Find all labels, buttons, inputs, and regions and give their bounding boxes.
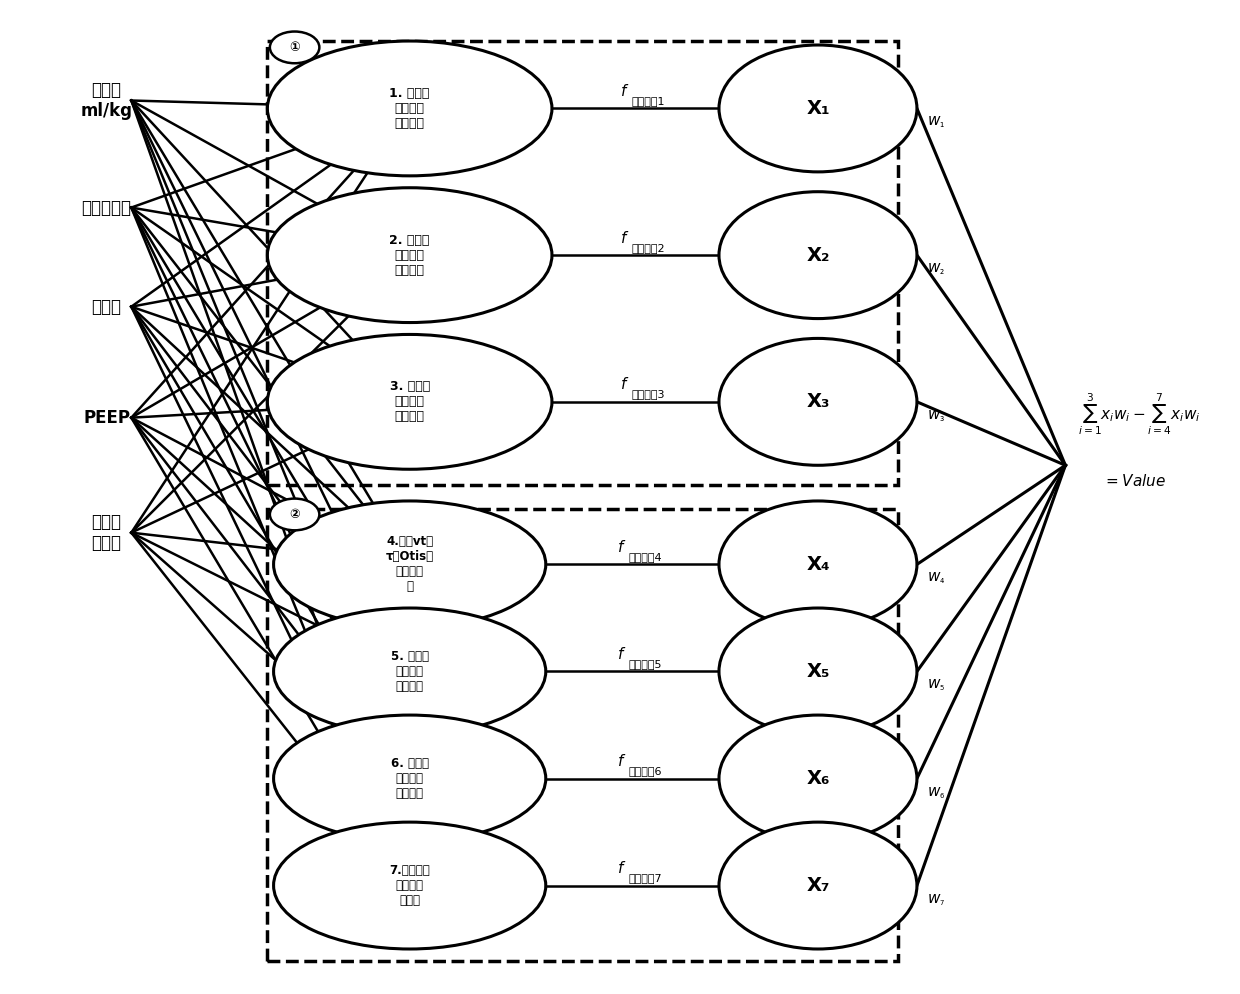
Text: 呼气时
间常数: 呼气时 间常数 (92, 513, 122, 552)
Ellipse shape (268, 41, 552, 176)
Text: $f$: $f$ (620, 377, 629, 393)
Text: X₁: X₁ (806, 99, 830, 118)
Text: 顺应性: 顺应性 (92, 297, 122, 316)
Text: $\mathit{w}_₇$: $\mathit{w}_₇$ (926, 892, 945, 908)
Text: $\mathit{w}_₂$: $\mathit{w}_₂$ (926, 261, 945, 277)
Text: 激活函数5: 激活函数5 (629, 659, 662, 669)
Text: 激活函数4: 激活函数4 (629, 552, 662, 562)
Text: ②: ② (289, 508, 300, 521)
Text: $f$: $f$ (620, 230, 629, 246)
Text: $f$: $f$ (616, 860, 626, 876)
Ellipse shape (268, 188, 552, 322)
Text: 3. 当前平
台压对应
的存活率: 3. 当前平 台压对应 的存活率 (389, 381, 430, 423)
Circle shape (270, 499, 320, 531)
Text: 身高，性别: 身高，性别 (82, 199, 131, 217)
Bar (268, 509, 898, 961)
Text: PEEP: PEEP (83, 409, 130, 426)
Text: $\mathit{w}_₅$: $\mathit{w}_₅$ (926, 678, 945, 694)
Ellipse shape (719, 715, 916, 842)
Text: 6. 驱动压
超出指南
范围的值: 6. 驱动压 超出指南 范围的值 (391, 757, 429, 800)
Ellipse shape (719, 501, 916, 628)
Circle shape (270, 32, 320, 64)
Text: $f$: $f$ (616, 753, 626, 769)
Text: $\mathit{w}_₁$: $\mathit{w}_₁$ (926, 114, 945, 130)
Text: $\mathit{w}_₃$: $\mathit{w}_₃$ (926, 409, 945, 423)
Ellipse shape (719, 822, 916, 949)
Text: 激活函数1: 激活函数1 (631, 96, 665, 106)
Text: 激活函数6: 激活函数6 (629, 766, 662, 776)
Text: X₂: X₂ (806, 246, 830, 264)
Text: X₅: X₅ (806, 662, 830, 681)
Text: 4.当前vt和
τ与Otis解
的欧氏距
离: 4.当前vt和 τ与Otis解 的欧氏距 离 (386, 536, 434, 593)
Ellipse shape (719, 338, 916, 465)
Text: X₇: X₇ (806, 876, 830, 895)
Ellipse shape (268, 334, 552, 469)
Ellipse shape (274, 501, 546, 628)
Text: 激活函数3: 激活函数3 (631, 390, 665, 400)
Ellipse shape (719, 45, 916, 172)
Text: $f$: $f$ (620, 83, 629, 99)
Text: 5. 潮气量
超出指南
范围的值: 5. 潮气量 超出指南 范围的值 (391, 650, 429, 693)
Text: 2. 当前驱
动压对应
的存活率: 2. 当前驱 动压对应 的存活率 (389, 234, 430, 276)
Ellipse shape (274, 715, 546, 842)
Text: X₄: X₄ (806, 555, 830, 574)
Text: ①: ① (289, 41, 300, 54)
Ellipse shape (719, 608, 916, 735)
Text: $= Value$: $= Value$ (1102, 473, 1166, 489)
Text: 1. 当前潮
气量对应
的存活率: 1. 当前潮 气量对应 的存活率 (389, 86, 430, 130)
Text: $\mathit{w}_₆$: $\mathit{w}_₆$ (926, 785, 945, 800)
Text: X₆: X₆ (806, 769, 830, 788)
Text: $f$: $f$ (616, 646, 626, 662)
Text: $f$: $f$ (616, 539, 626, 555)
Text: X₃: X₃ (806, 393, 830, 412)
Ellipse shape (274, 822, 546, 949)
Text: 激活函数7: 激活函数7 (629, 873, 662, 884)
Text: $\sum_{i=1}^{3} x_i w_i - \sum_{i=4}^{7} x_i w_i$: $\sum_{i=1}^{3} x_i w_i - \sum_{i=4}^{7}… (1078, 391, 1200, 436)
Bar (268, 41, 898, 485)
Text: 潮气量
ml/kg: 潮气量 ml/kg (81, 82, 133, 120)
Ellipse shape (719, 192, 916, 319)
Text: 7.平台压超
出指南范
围的值: 7.平台压超 出指南范 围的值 (389, 864, 430, 908)
Text: 激活函数2: 激活函数2 (631, 243, 666, 252)
Ellipse shape (274, 608, 546, 735)
Text: $\mathit{w}_₄$: $\mathit{w}_₄$ (926, 571, 945, 586)
